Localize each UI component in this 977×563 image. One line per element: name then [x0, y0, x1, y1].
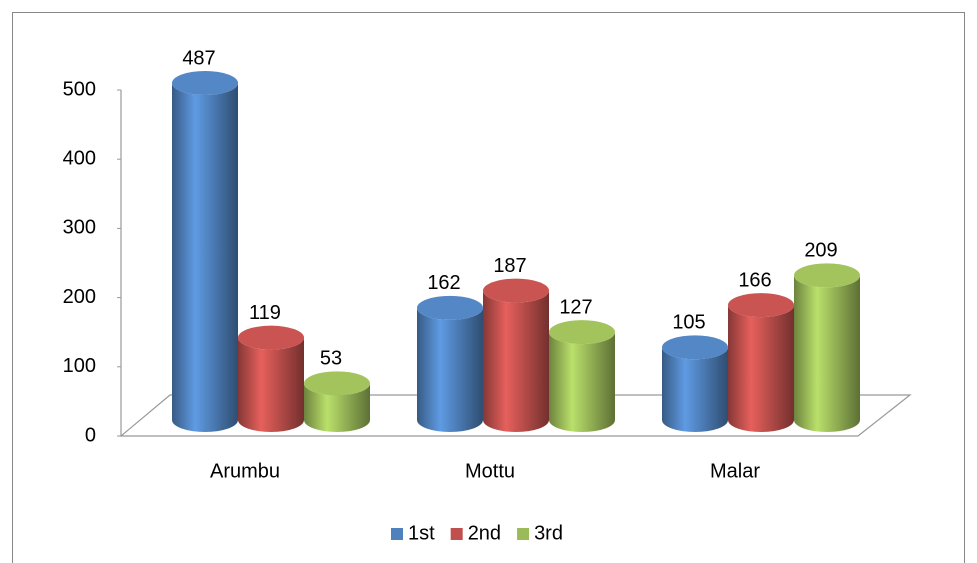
x-tick-label: Malar [710, 460, 760, 482]
value-label: 187 [493, 255, 526, 277]
bar-top [304, 371, 370, 396]
floor [119, 394, 912, 437]
value-label: 105 [672, 312, 705, 334]
value-label: 127 [559, 296, 592, 318]
bar [417, 307, 483, 432]
value-label: 487 [182, 47, 215, 69]
bar [238, 337, 304, 432]
bar [549, 332, 615, 432]
bar [483, 290, 549, 432]
chart-border [12, 12, 965, 563]
y-tick-label: 100 [63, 355, 96, 377]
value-label: 209 [804, 240, 837, 262]
legend-label: 1st [408, 522, 435, 544]
y-tick-label: 0 [85, 424, 96, 446]
value-label: 53 [320, 348, 342, 370]
bar [794, 275, 860, 432]
bar-top [172, 70, 238, 95]
legend-swatch [391, 528, 403, 540]
bar-top [728, 293, 794, 318]
y-tick-label: 200 [63, 286, 96, 308]
bar-top [794, 263, 860, 288]
x-tick-label: Arumbu [210, 460, 280, 482]
bar-top [549, 320, 615, 345]
y-tick-label: 300 [63, 217, 96, 239]
legend-label: 3rd [534, 522, 563, 544]
y-tick-label: 400 [63, 147, 96, 169]
bar-top [662, 335, 728, 360]
legend-swatch [450, 528, 463, 540]
legend-swatch [517, 528, 530, 540]
bar [662, 347, 728, 432]
bar [728, 305, 794, 432]
bar-top [238, 325, 304, 350]
value-label: 119 [249, 302, 281, 324]
value-label: 162 [427, 272, 460, 294]
bar [304, 383, 370, 432]
y-tick-label: 500 [63, 78, 96, 100]
bar-top [483, 278, 549, 303]
legend-label: 2nd [468, 522, 501, 544]
bar [172, 82, 238, 432]
bar-top [417, 295, 483, 320]
value-label: 166 [738, 269, 771, 291]
x-tick-label: Mottu [465, 460, 515, 482]
